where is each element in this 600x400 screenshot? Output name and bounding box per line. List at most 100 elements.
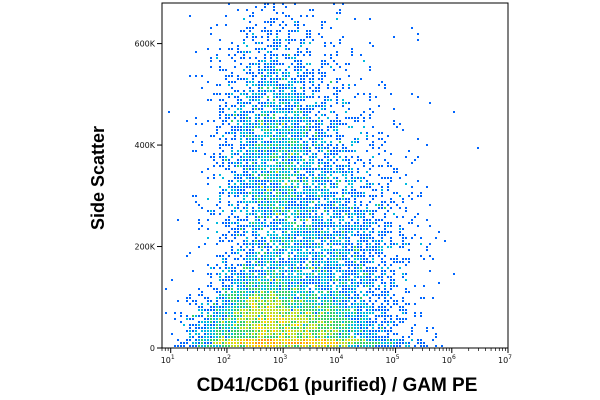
data-point (231, 87, 233, 89)
data-point (255, 153, 257, 155)
data-point (237, 318, 239, 320)
data-point (327, 228, 329, 230)
data-point (291, 300, 293, 302)
data-point (396, 318, 398, 320)
data-point (363, 285, 365, 287)
data-point (273, 6, 275, 8)
data-point (315, 141, 317, 143)
data-point (372, 291, 374, 293)
data-point (285, 279, 287, 281)
data-point (399, 123, 401, 125)
data-point (303, 255, 305, 257)
data-point (252, 165, 254, 167)
data-point (378, 327, 380, 329)
data-point (360, 159, 362, 161)
data-point (360, 186, 362, 188)
data-point (264, 285, 266, 287)
data-point (309, 96, 311, 98)
data-point (297, 54, 299, 56)
data-point (300, 204, 302, 206)
data-point (294, 267, 296, 269)
data-point (249, 135, 251, 137)
data-point (393, 303, 395, 305)
data-point (294, 90, 296, 92)
data-point (297, 159, 299, 161)
data-point (324, 102, 326, 104)
data-point (306, 213, 308, 215)
data-point (306, 15, 308, 17)
data-point (306, 63, 308, 65)
data-point (288, 165, 290, 167)
data-point (264, 6, 266, 8)
data-point (279, 150, 281, 152)
data-point (276, 219, 278, 221)
data-point (306, 192, 308, 194)
data-point (252, 15, 254, 17)
data-point (261, 129, 263, 131)
data-point (216, 309, 218, 311)
data-point (252, 345, 254, 347)
data-point (297, 291, 299, 293)
data-point (231, 345, 233, 347)
data-point (390, 282, 392, 284)
data-point (219, 318, 221, 320)
data-point (228, 132, 230, 134)
data-point (264, 306, 266, 308)
data-point (237, 219, 239, 221)
data-point (270, 330, 272, 332)
data-point (282, 300, 284, 302)
data-point (258, 99, 260, 101)
data-point (219, 144, 221, 146)
data-point (333, 126, 335, 128)
data-point (288, 81, 290, 83)
data-point (279, 297, 281, 299)
data-point (405, 237, 407, 239)
data-point (273, 195, 275, 197)
data-point (402, 129, 404, 131)
data-point (336, 168, 338, 170)
data-point (333, 234, 335, 236)
data-point (294, 294, 296, 296)
data-point (384, 177, 386, 179)
data-point (249, 306, 251, 308)
data-point (309, 195, 311, 197)
data-point (324, 60, 326, 62)
data-point (321, 312, 323, 314)
data-point (363, 315, 365, 317)
data-point (315, 195, 317, 197)
data-point (267, 75, 269, 77)
data-point (234, 294, 236, 296)
data-point (255, 123, 257, 125)
data-point (273, 252, 275, 254)
data-point (258, 312, 260, 314)
data-point (309, 330, 311, 332)
data-point (267, 261, 269, 263)
data-point (312, 309, 314, 311)
data-point (267, 51, 269, 53)
data-point (315, 255, 317, 257)
data-point (255, 99, 257, 101)
data-point (252, 228, 254, 230)
data-point (279, 252, 281, 254)
data-point (285, 204, 287, 206)
data-point (249, 273, 251, 275)
data-point (237, 324, 239, 326)
data-point (270, 177, 272, 179)
data-point (246, 186, 248, 188)
data-point (276, 120, 278, 122)
data-point (198, 309, 200, 311)
data-point (312, 321, 314, 323)
data-point (333, 345, 335, 347)
data-point (264, 150, 266, 152)
data-point (231, 339, 233, 341)
data-point (291, 39, 293, 41)
data-point (369, 345, 371, 347)
data-point (360, 180, 362, 182)
data-point (282, 99, 284, 101)
data-point (366, 258, 368, 260)
data-point (252, 33, 254, 35)
data-point (345, 258, 347, 260)
data-point (372, 258, 374, 260)
data-point (285, 177, 287, 179)
data-point (363, 327, 365, 329)
